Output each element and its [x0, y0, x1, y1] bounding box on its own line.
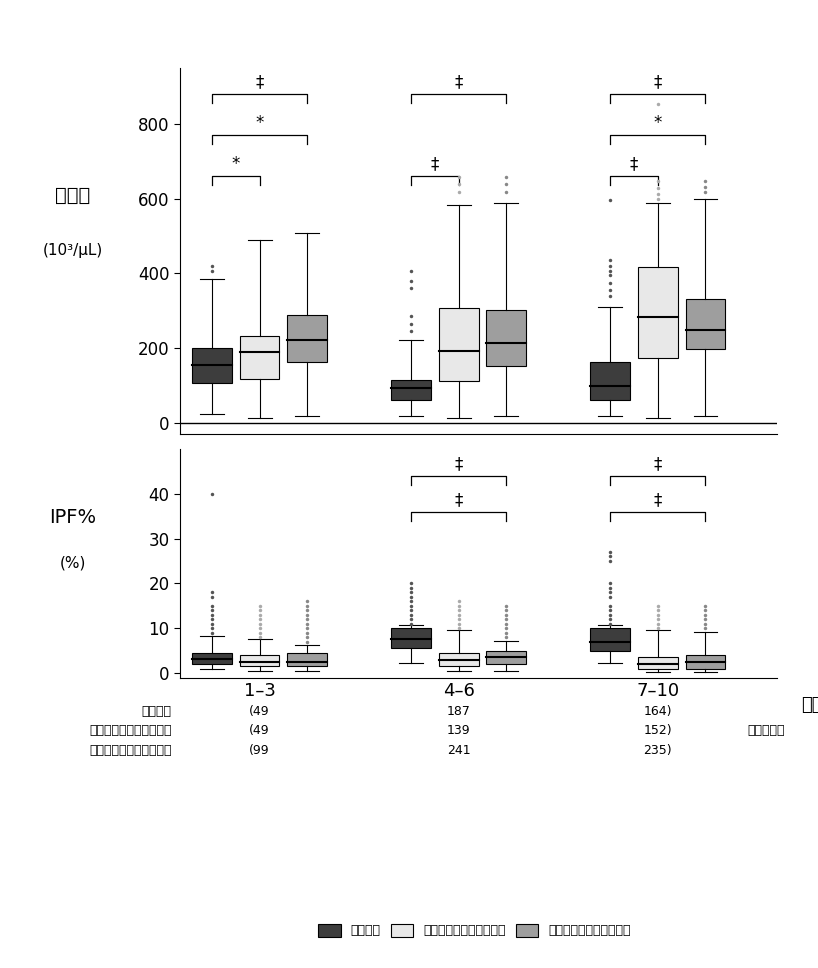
Text: (49: (49 — [249, 724, 270, 738]
Text: *: * — [654, 114, 662, 133]
Bar — [590, 362, 630, 400]
Text: 細菌感染症（臨床診断）: 細菌感染症（臨床診断） — [89, 743, 172, 757]
Text: *: * — [231, 155, 240, 173]
Text: ‡: ‡ — [654, 455, 662, 473]
Text: (49: (49 — [249, 705, 270, 718]
Bar — [438, 653, 479, 666]
Text: *: * — [255, 114, 263, 133]
Bar — [287, 653, 327, 666]
Text: (%): (%) — [59, 556, 86, 571]
Text: ‡: ‡ — [654, 74, 662, 91]
Text: （検体数）: （検体数） — [748, 724, 785, 738]
Text: 139: 139 — [447, 724, 470, 738]
Text: ‡: ‡ — [455, 74, 463, 91]
Bar — [192, 348, 231, 383]
Bar — [638, 657, 677, 669]
Text: ‡: ‡ — [630, 155, 638, 173]
Bar — [685, 299, 726, 348]
Bar — [240, 655, 280, 666]
Text: 病日: 病日 — [801, 696, 818, 714]
Bar — [487, 310, 526, 366]
Bar — [438, 308, 479, 380]
Text: IPF%: IPF% — [49, 508, 96, 527]
Text: 152): 152) — [644, 724, 672, 738]
Text: (99: (99 — [249, 743, 270, 757]
Bar — [638, 266, 677, 358]
Legend: デング熱, 細菌感染症（確定診断）, 細菌感染症（臨床診断）: デング熱, 細菌感染症（確定診断）, 細菌感染症（臨床診断） — [313, 919, 636, 943]
Bar — [192, 653, 231, 664]
Bar — [590, 628, 630, 650]
Text: ‡: ‡ — [654, 491, 662, 509]
Text: ‡: ‡ — [255, 74, 263, 91]
Text: ‡: ‡ — [455, 491, 463, 509]
Text: 235): 235) — [644, 743, 672, 757]
Text: (10³/µL): (10³/µL) — [43, 243, 102, 258]
Text: 細菌感染症（確定診断）: 細菌感染症（確定診断） — [89, 724, 172, 738]
Text: 血小板: 血小板 — [55, 187, 90, 205]
Bar — [391, 628, 431, 649]
Text: ‡: ‡ — [455, 455, 463, 473]
Text: 164): 164) — [644, 705, 672, 718]
Text: 241: 241 — [447, 743, 470, 757]
Bar — [391, 379, 431, 400]
Bar — [287, 316, 327, 362]
Bar — [487, 650, 526, 664]
Text: 187: 187 — [447, 705, 470, 718]
Text: ‡: ‡ — [430, 155, 439, 173]
Bar — [685, 655, 726, 669]
Text: デング熱: デング熱 — [142, 705, 172, 718]
Bar — [240, 336, 280, 378]
